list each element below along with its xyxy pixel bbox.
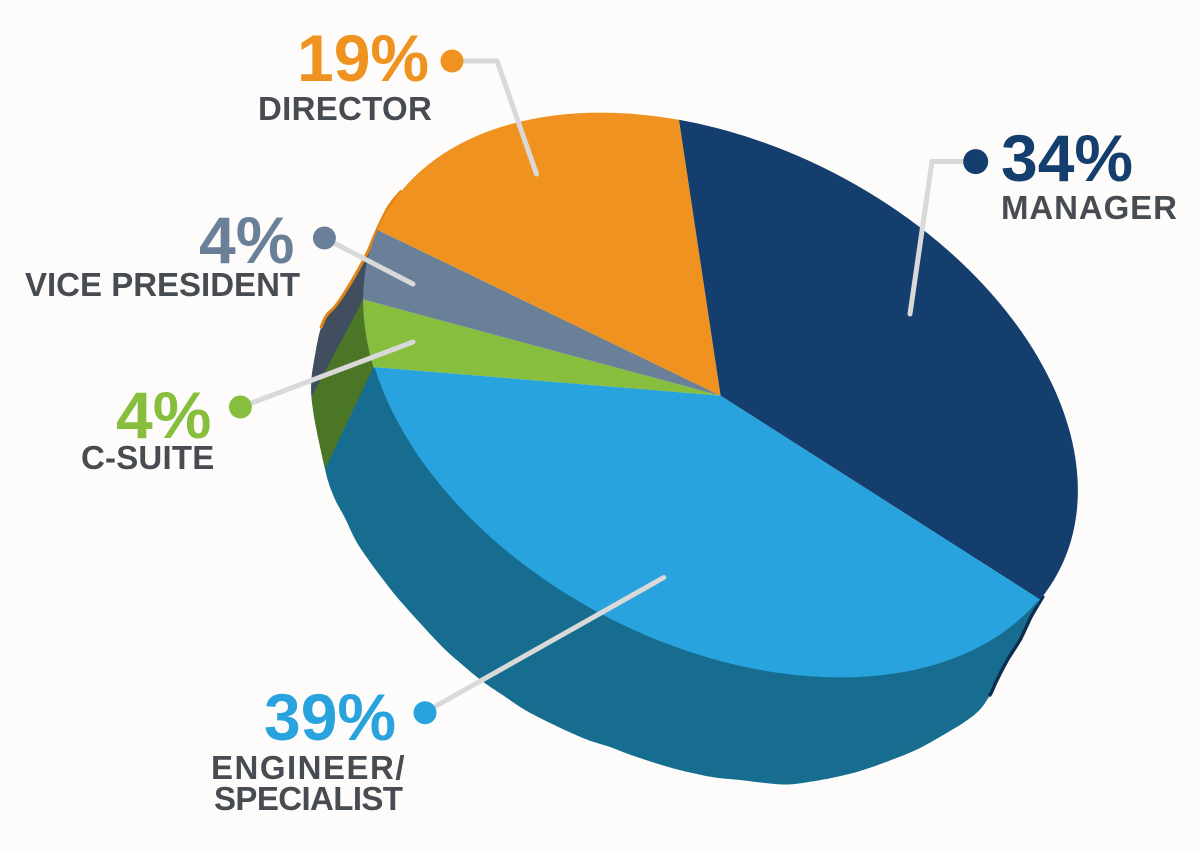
svg-text:C-SUITE: C-SUITE xyxy=(81,439,214,476)
svg-text:39%: 39% xyxy=(264,680,396,754)
svg-text:SPECIALIST: SPECIALIST xyxy=(214,780,403,817)
svg-text:ENGINEER/: ENGINEER/ xyxy=(211,749,406,786)
svg-text:MANAGER: MANAGER xyxy=(1001,189,1178,226)
svg-text:VICE PRESIDENT: VICE PRESIDENT xyxy=(25,266,300,303)
svg-text:DIRECTOR: DIRECTOR xyxy=(258,90,432,127)
svg-text:19%: 19% xyxy=(297,21,429,95)
svg-text:4%: 4% xyxy=(199,203,294,277)
svg-text:34%: 34% xyxy=(1001,121,1133,195)
svg-text:4%: 4% xyxy=(116,378,211,452)
